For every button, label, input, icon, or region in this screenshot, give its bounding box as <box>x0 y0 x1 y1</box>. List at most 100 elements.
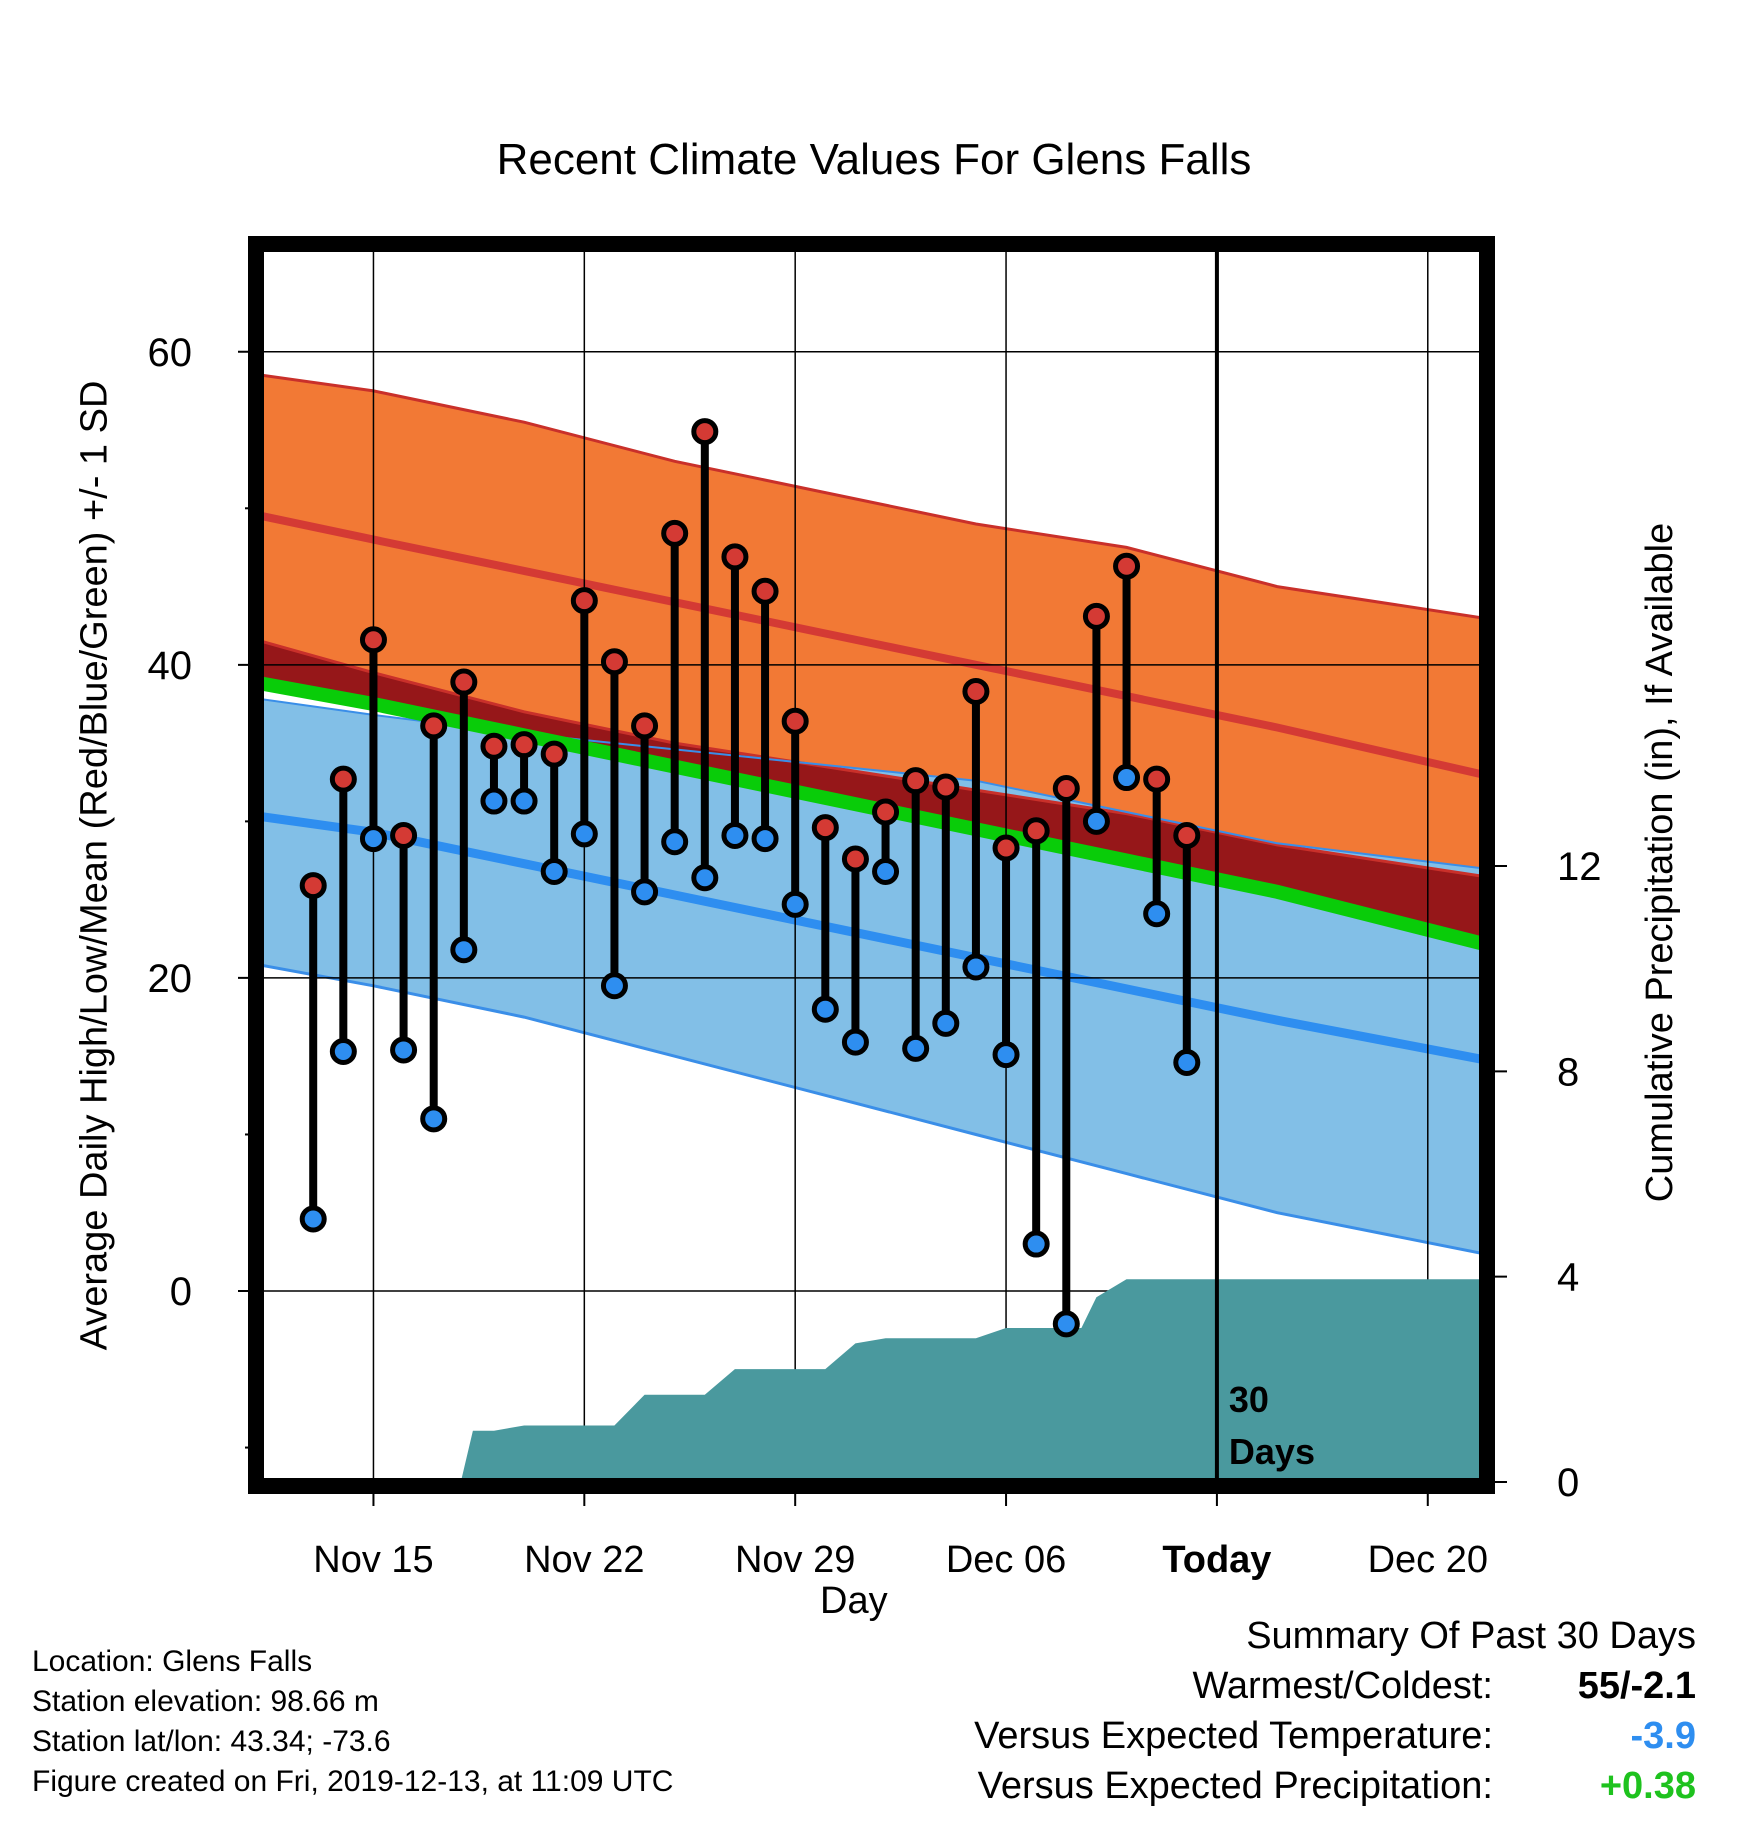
high-point <box>1113 552 1141 580</box>
low-point <box>359 825 387 853</box>
low-point <box>1052 1310 1080 1338</box>
low-point <box>691 864 719 892</box>
temp-label: Versus Expected Temperature: <box>974 1715 1493 1757</box>
high-upper-line <box>262 373 1482 620</box>
low-point <box>721 821 749 849</box>
low-point <box>902 1034 930 1062</box>
y2-axis-label: Cumulative Precipitation (in), If Availa… <box>1638 522 1681 1202</box>
high-point <box>872 798 900 826</box>
low-point <box>1143 900 1171 928</box>
high-point <box>420 712 448 740</box>
high-point <box>751 577 779 605</box>
low-point <box>872 857 900 885</box>
low-point <box>932 1009 960 1037</box>
temp-value: -3.9 <box>1630 1715 1696 1757</box>
high-point <box>450 668 478 696</box>
high-point <box>570 587 598 615</box>
high-point <box>932 773 960 801</box>
latlon-text: Station lat/lon: 43.34; -73.6 <box>32 1725 391 1758</box>
low-point <box>781 890 809 918</box>
today-marker: 30 Days <box>1214 250 1315 1482</box>
low-point <box>1173 1048 1201 1076</box>
y-tick-label: 20 <box>148 957 193 1001</box>
high-point <box>721 543 749 571</box>
low-point <box>480 787 508 815</box>
low-point <box>661 828 689 856</box>
high-mean-line <box>262 512 1482 779</box>
low-point <box>1113 764 1141 792</box>
avg-mean-line <box>262 676 1482 951</box>
x-tick-label: Nov 15 <box>313 1539 433 1581</box>
x-tick-label: Nov 22 <box>524 1539 644 1581</box>
high-point <box>811 814 839 842</box>
high-point <box>962 677 990 705</box>
today-days-label: 30 <box>1229 1379 1269 1420</box>
x-tick-label: Today <box>1162 1539 1271 1581</box>
low-point <box>751 825 779 853</box>
low-point <box>631 878 659 906</box>
low-point <box>992 1041 1020 1069</box>
high-point <box>1143 765 1171 793</box>
high-point <box>329 765 357 793</box>
low-point <box>811 995 839 1023</box>
location-text: Location: Glens Falls <box>32 1645 313 1678</box>
daily-range-stems <box>309 431 1191 1324</box>
x-tick-label: Nov 29 <box>735 1539 855 1581</box>
high-point <box>540 740 568 768</box>
low-point <box>841 1028 869 1056</box>
high-point <box>631 712 659 740</box>
high-point <box>781 707 809 735</box>
today-days-label: Days <box>1229 1431 1315 1472</box>
x-tick-label: Dec 20 <box>1368 1539 1488 1581</box>
y2-tick-label: 0 <box>1557 1461 1579 1505</box>
high-point <box>359 626 387 654</box>
y2-tick-label: 12 <box>1557 845 1602 889</box>
low-point <box>1082 807 1110 835</box>
high-point <box>480 732 508 760</box>
low-point <box>570 820 598 848</box>
high-point <box>510 731 538 759</box>
high-point <box>1052 775 1080 803</box>
high-point <box>661 519 689 547</box>
created-text: Figure created on Fri, 2019-12-13, at 11… <box>32 1765 674 1798</box>
high-point <box>691 418 719 446</box>
x-axis-label: Day <box>820 1580 888 1622</box>
low-point <box>510 787 538 815</box>
y-tick-label: 0 <box>170 1270 192 1314</box>
low-point <box>299 1205 327 1233</box>
low-lower-line <box>262 963 1482 1255</box>
high-point <box>299 872 327 900</box>
elevation-text: Station elevation: 98.66 m <box>32 1685 379 1718</box>
low-point <box>450 936 478 964</box>
low-point <box>600 972 628 1000</box>
high-lower-line <box>262 639 1482 878</box>
chart-title: Recent Climate Values For Glens Falls <box>496 135 1252 184</box>
x-tick-label: Dec 06 <box>946 1539 1066 1581</box>
high-point <box>902 767 930 795</box>
low-point <box>962 953 990 981</box>
high-point <box>841 845 869 873</box>
high-point <box>1082 602 1110 630</box>
high-normal-band <box>262 375 1482 877</box>
high-point <box>1173 821 1201 849</box>
y-tick-label: 40 <box>148 644 193 688</box>
high-point <box>390 821 418 849</box>
precipitation-area <box>262 1279 1482 1482</box>
low-point <box>420 1105 448 1133</box>
low-point <box>390 1036 418 1064</box>
high-point <box>600 648 628 676</box>
y-tick-label: 60 <box>148 331 193 375</box>
low-point <box>1022 1230 1050 1258</box>
low-point <box>540 857 568 885</box>
precip-label: Versus Expected Precipitation: <box>977 1765 1493 1807</box>
precip-fill <box>262 1279 1482 1482</box>
warmest-label: Warmest/Coldest: <box>1192 1665 1493 1707</box>
y-axis-label: Average Daily High/Low/Mean (Red/Blue/Gr… <box>73 380 116 1350</box>
daily-points <box>299 418 1201 1338</box>
summary-title: Summary Of Past 30 Days <box>1246 1615 1696 1657</box>
low-point <box>329 1038 357 1066</box>
precip-value: +0.38 <box>1599 1765 1696 1807</box>
y2-tick-label: 4 <box>1557 1256 1579 1300</box>
